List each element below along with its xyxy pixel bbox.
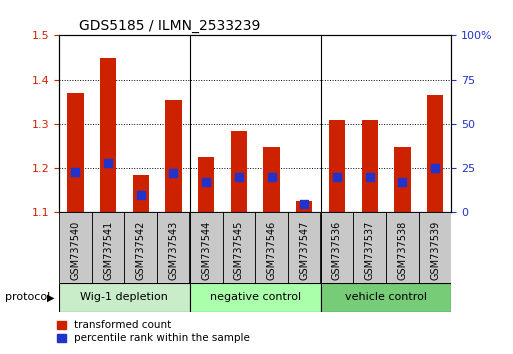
FancyBboxPatch shape [223,212,255,283]
Text: GDS5185 / ILMN_2533239: GDS5185 / ILMN_2533239 [78,19,260,33]
Point [71,169,80,175]
Bar [198,157,214,212]
FancyBboxPatch shape [386,212,419,283]
Point [398,179,406,185]
Bar [296,201,312,212]
Text: GSM737544: GSM737544 [201,221,211,280]
FancyBboxPatch shape [255,212,288,283]
Bar [132,175,149,212]
Text: GSM737540: GSM737540 [70,221,81,280]
FancyBboxPatch shape [353,212,386,283]
Bar [165,99,182,212]
Point [136,192,145,198]
FancyBboxPatch shape [288,212,321,283]
FancyBboxPatch shape [59,283,190,312]
FancyBboxPatch shape [190,212,223,283]
FancyBboxPatch shape [124,212,157,283]
Text: GSM737547: GSM737547 [299,221,309,280]
FancyBboxPatch shape [92,212,124,283]
Bar [394,147,410,212]
FancyBboxPatch shape [190,283,321,312]
Text: GSM737542: GSM737542 [136,221,146,280]
FancyBboxPatch shape [321,283,451,312]
Point [202,179,210,185]
Point [169,171,177,176]
Bar [67,93,84,212]
Point [267,174,275,180]
Bar [329,120,345,212]
FancyBboxPatch shape [321,212,353,283]
Bar [231,131,247,212]
Text: GSM737545: GSM737545 [234,221,244,280]
Text: GSM737543: GSM737543 [168,221,179,280]
FancyBboxPatch shape [157,212,190,283]
Text: protocol: protocol [5,292,50,302]
Bar [427,95,443,212]
Bar [362,120,378,212]
Text: GSM737538: GSM737538 [398,221,407,280]
Point [235,174,243,180]
Point [366,174,374,180]
Point [104,160,112,166]
FancyBboxPatch shape [419,212,451,283]
Text: negative control: negative control [210,292,301,302]
Text: GSM737536: GSM737536 [332,221,342,280]
Legend: transformed count, percentile rank within the sample: transformed count, percentile rank withi… [56,320,250,343]
Point [333,174,341,180]
Text: GSM737539: GSM737539 [430,221,440,280]
Point [431,165,439,171]
Text: GSM737537: GSM737537 [365,221,374,280]
Point [300,201,308,206]
Bar [100,58,116,212]
Text: Wig-1 depletion: Wig-1 depletion [81,292,168,302]
Bar [263,147,280,212]
Text: GSM737546: GSM737546 [267,221,277,280]
Text: GSM737541: GSM737541 [103,221,113,280]
Text: vehicle control: vehicle control [345,292,427,302]
Text: ▶: ▶ [47,292,54,302]
FancyBboxPatch shape [59,212,92,283]
